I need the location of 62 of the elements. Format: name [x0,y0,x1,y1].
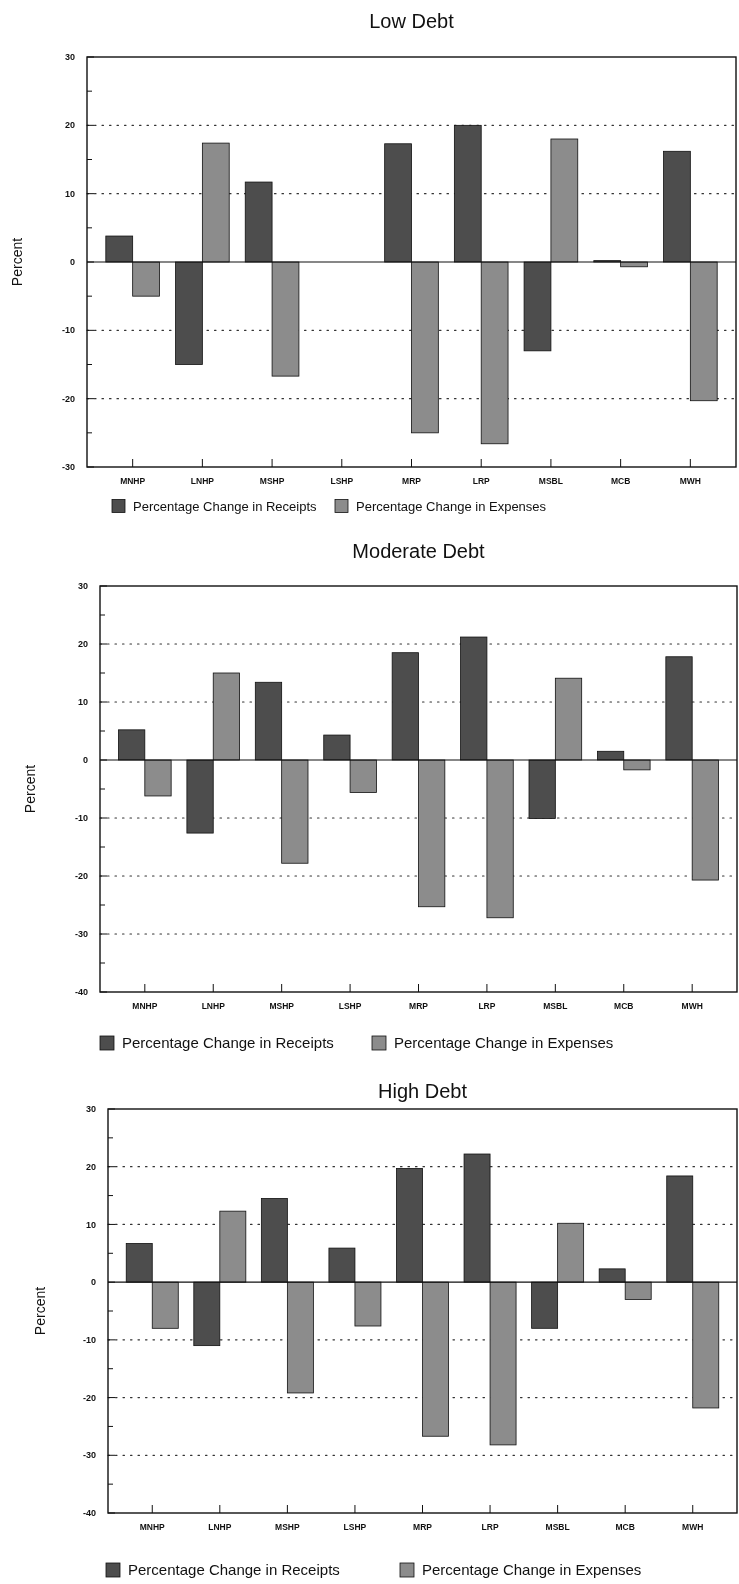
y-tick-label: 20 [64,120,75,131]
y-tick-label: 0 [69,257,75,268]
x-tick-label: LNHP [201,1001,226,1011]
x-tick-label: MWH [679,476,701,486]
chart-title: Low Debt [369,10,455,32]
x-tick-label: MWH [681,1001,703,1011]
x-tick-label: MSHP [259,476,285,486]
chart-title: Moderate Debt [352,540,486,562]
x-tick-label: MCB [615,1522,635,1532]
x-tick-label: LSHP [343,1522,367,1532]
legend-label: Percentage Change in Expenses [356,498,547,514]
y-tick-label: -20 [74,871,88,882]
y-tick-label: -30 [74,929,88,940]
y-tick-label: -10 [82,1335,96,1346]
y-tick-label: 10 [64,188,75,199]
x-tick-label: MNHP [139,1522,166,1532]
y-tick-label: -30 [61,462,75,473]
x-tick-label: MRP [402,476,422,486]
x-tick-label: MSHP [269,1001,295,1011]
y-tick-label: 20 [85,1161,96,1172]
x-tick-label: LRP [478,1001,496,1011]
x-tick-label: LRP [481,1522,499,1532]
x-tick-label: MSHP [275,1522,300,1532]
y-tick-label: 30 [77,581,88,592]
x-tick-label: LSHP [338,1001,362,1011]
y-axis-title: Percent [8,237,25,287]
y-tick-label: -10 [74,813,88,824]
x-tick-label: MRP [409,1001,429,1011]
legend-label: Percentage Change in Expenses [394,1034,614,1052]
y-tick-label: -30 [82,1450,96,1461]
y-tick-label: 0 [90,1277,96,1288]
y-tick-label: 10 [77,697,88,708]
x-tick-label: MWH [682,1522,704,1532]
y-tick-label: -40 [74,987,88,998]
y-tick-label: 20 [77,639,88,650]
x-tick-label: MCB [610,476,631,486]
x-tick-label: MNHP [132,1001,158,1011]
x-tick-label: MCB [614,1001,634,1011]
y-axis-title: Percent [31,1286,48,1336]
x-tick-label: MNHP [120,476,146,486]
y-tick-label: -20 [61,393,75,404]
legend-label: Percentage Change in Receipts [133,498,318,514]
legend-label: Percentage Change in Receipts [128,1561,340,1579]
chart-title: High Debt [378,1080,468,1102]
x-tick-label: MSBL [538,476,563,486]
y-tick-label: -20 [82,1392,96,1403]
y-tick-label: -10 [61,325,75,336]
x-tick-label: LSHP [330,476,354,486]
y-tick-label: 0 [82,755,88,766]
y-tick-label: 30 [64,52,75,63]
y-axis-title: Percent [21,764,38,814]
x-tick-label: MRP [413,1522,433,1532]
x-tick-label: LRP [472,476,491,486]
y-tick-label: 10 [85,1219,96,1230]
x-tick-label: MSBL [545,1522,570,1532]
legend-label: Percentage Change in Receipts [122,1034,334,1052]
x-tick-label: LNHP [190,476,215,486]
y-tick-label: -40 [82,1508,96,1519]
x-tick-label: MSBL [543,1001,568,1011]
legend-label: Percentage Change in Expenses [422,1561,642,1579]
x-tick-label: LNHP [208,1522,232,1532]
y-tick-label: 30 [85,1104,96,1115]
